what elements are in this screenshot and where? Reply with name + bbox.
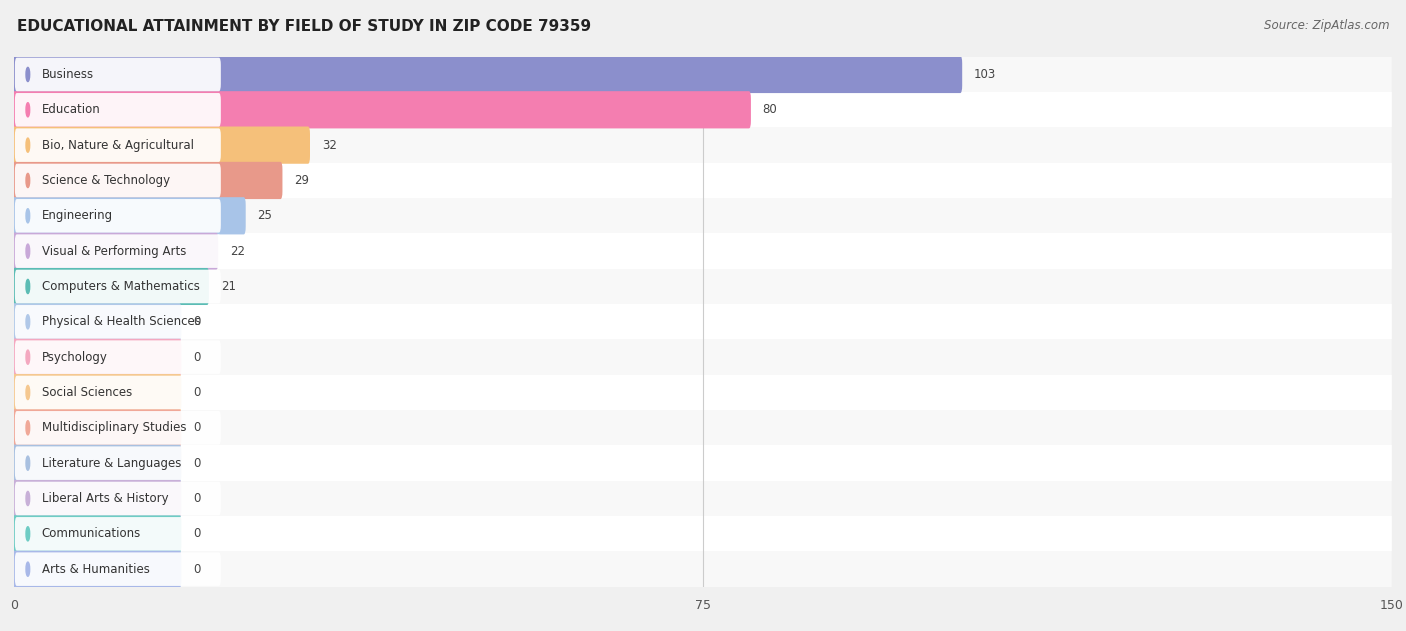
- Text: 0: 0: [193, 422, 201, 434]
- FancyBboxPatch shape: [15, 234, 221, 268]
- FancyBboxPatch shape: [15, 199, 221, 233]
- Text: 29: 29: [294, 174, 309, 187]
- Circle shape: [25, 421, 30, 435]
- Text: 25: 25: [257, 209, 273, 222]
- Text: 0: 0: [193, 492, 201, 505]
- FancyBboxPatch shape: [14, 92, 1392, 127]
- Text: 0: 0: [193, 528, 201, 540]
- FancyBboxPatch shape: [13, 409, 181, 447]
- FancyBboxPatch shape: [15, 517, 221, 551]
- FancyBboxPatch shape: [15, 411, 221, 445]
- FancyBboxPatch shape: [14, 481, 1392, 516]
- Text: 32: 32: [322, 139, 336, 151]
- Text: Visual & Performing Arts: Visual & Performing Arts: [42, 245, 186, 257]
- FancyBboxPatch shape: [15, 552, 221, 586]
- Text: Science & Technology: Science & Technology: [42, 174, 170, 187]
- Circle shape: [25, 68, 30, 81]
- FancyBboxPatch shape: [13, 268, 209, 305]
- Circle shape: [25, 209, 30, 223]
- Text: 0: 0: [193, 563, 201, 575]
- Text: 0: 0: [193, 386, 201, 399]
- FancyBboxPatch shape: [13, 338, 181, 376]
- FancyBboxPatch shape: [15, 57, 221, 91]
- Text: Computers & Mathematics: Computers & Mathematics: [42, 280, 200, 293]
- Text: 21: 21: [221, 280, 236, 293]
- FancyBboxPatch shape: [15, 128, 221, 162]
- FancyBboxPatch shape: [15, 269, 221, 304]
- Text: Liberal Arts & History: Liberal Arts & History: [42, 492, 169, 505]
- Circle shape: [25, 244, 30, 258]
- Text: Education: Education: [42, 103, 100, 116]
- Text: 0: 0: [193, 351, 201, 363]
- Text: 22: 22: [231, 245, 245, 257]
- FancyBboxPatch shape: [13, 480, 181, 517]
- FancyBboxPatch shape: [15, 93, 221, 127]
- Text: 0: 0: [193, 316, 201, 328]
- Text: Source: ZipAtlas.com: Source: ZipAtlas.com: [1264, 19, 1389, 32]
- FancyBboxPatch shape: [13, 56, 962, 93]
- Circle shape: [25, 456, 30, 470]
- FancyBboxPatch shape: [14, 551, 1392, 587]
- Text: Physical & Health Sciences: Physical & Health Sciences: [42, 316, 201, 328]
- FancyBboxPatch shape: [14, 127, 1392, 163]
- Text: EDUCATIONAL ATTAINMENT BY FIELD OF STUDY IN ZIP CODE 79359: EDUCATIONAL ATTAINMENT BY FIELD OF STUDY…: [17, 19, 591, 34]
- FancyBboxPatch shape: [14, 233, 1392, 269]
- FancyBboxPatch shape: [13, 232, 218, 270]
- FancyBboxPatch shape: [15, 305, 221, 339]
- FancyBboxPatch shape: [14, 57, 1392, 92]
- Text: Social Sciences: Social Sciences: [42, 386, 132, 399]
- Text: 103: 103: [974, 68, 997, 81]
- Circle shape: [25, 138, 30, 152]
- FancyBboxPatch shape: [13, 91, 751, 129]
- Text: Arts & Humanities: Arts & Humanities: [42, 563, 149, 575]
- FancyBboxPatch shape: [13, 303, 181, 341]
- FancyBboxPatch shape: [14, 304, 1392, 339]
- FancyBboxPatch shape: [14, 410, 1392, 445]
- Circle shape: [25, 492, 30, 505]
- Circle shape: [25, 280, 30, 293]
- FancyBboxPatch shape: [13, 197, 246, 235]
- FancyBboxPatch shape: [15, 375, 221, 410]
- Circle shape: [25, 174, 30, 187]
- FancyBboxPatch shape: [14, 269, 1392, 304]
- Text: Business: Business: [42, 68, 94, 81]
- Text: Literature & Languages: Literature & Languages: [42, 457, 181, 469]
- FancyBboxPatch shape: [14, 375, 1392, 410]
- Circle shape: [25, 315, 30, 329]
- Text: Psychology: Psychology: [42, 351, 107, 363]
- FancyBboxPatch shape: [15, 481, 221, 516]
- FancyBboxPatch shape: [13, 550, 181, 588]
- FancyBboxPatch shape: [14, 163, 1392, 198]
- Circle shape: [25, 103, 30, 117]
- FancyBboxPatch shape: [15, 163, 221, 198]
- FancyBboxPatch shape: [15, 446, 221, 480]
- FancyBboxPatch shape: [13, 515, 181, 553]
- FancyBboxPatch shape: [14, 198, 1392, 233]
- Text: 0: 0: [193, 457, 201, 469]
- FancyBboxPatch shape: [14, 516, 1392, 551]
- FancyBboxPatch shape: [14, 339, 1392, 375]
- Circle shape: [25, 562, 30, 576]
- Circle shape: [25, 350, 30, 364]
- Circle shape: [25, 386, 30, 399]
- FancyBboxPatch shape: [13, 374, 181, 411]
- FancyBboxPatch shape: [15, 340, 221, 374]
- Circle shape: [25, 527, 30, 541]
- Text: 80: 80: [762, 103, 778, 116]
- Text: Communications: Communications: [42, 528, 141, 540]
- FancyBboxPatch shape: [13, 444, 181, 482]
- FancyBboxPatch shape: [13, 162, 283, 199]
- Text: Multidisciplinary Studies: Multidisciplinary Studies: [42, 422, 186, 434]
- Text: Engineering: Engineering: [42, 209, 112, 222]
- FancyBboxPatch shape: [13, 126, 309, 164]
- FancyBboxPatch shape: [14, 445, 1392, 481]
- Text: Bio, Nature & Agricultural: Bio, Nature & Agricultural: [42, 139, 194, 151]
